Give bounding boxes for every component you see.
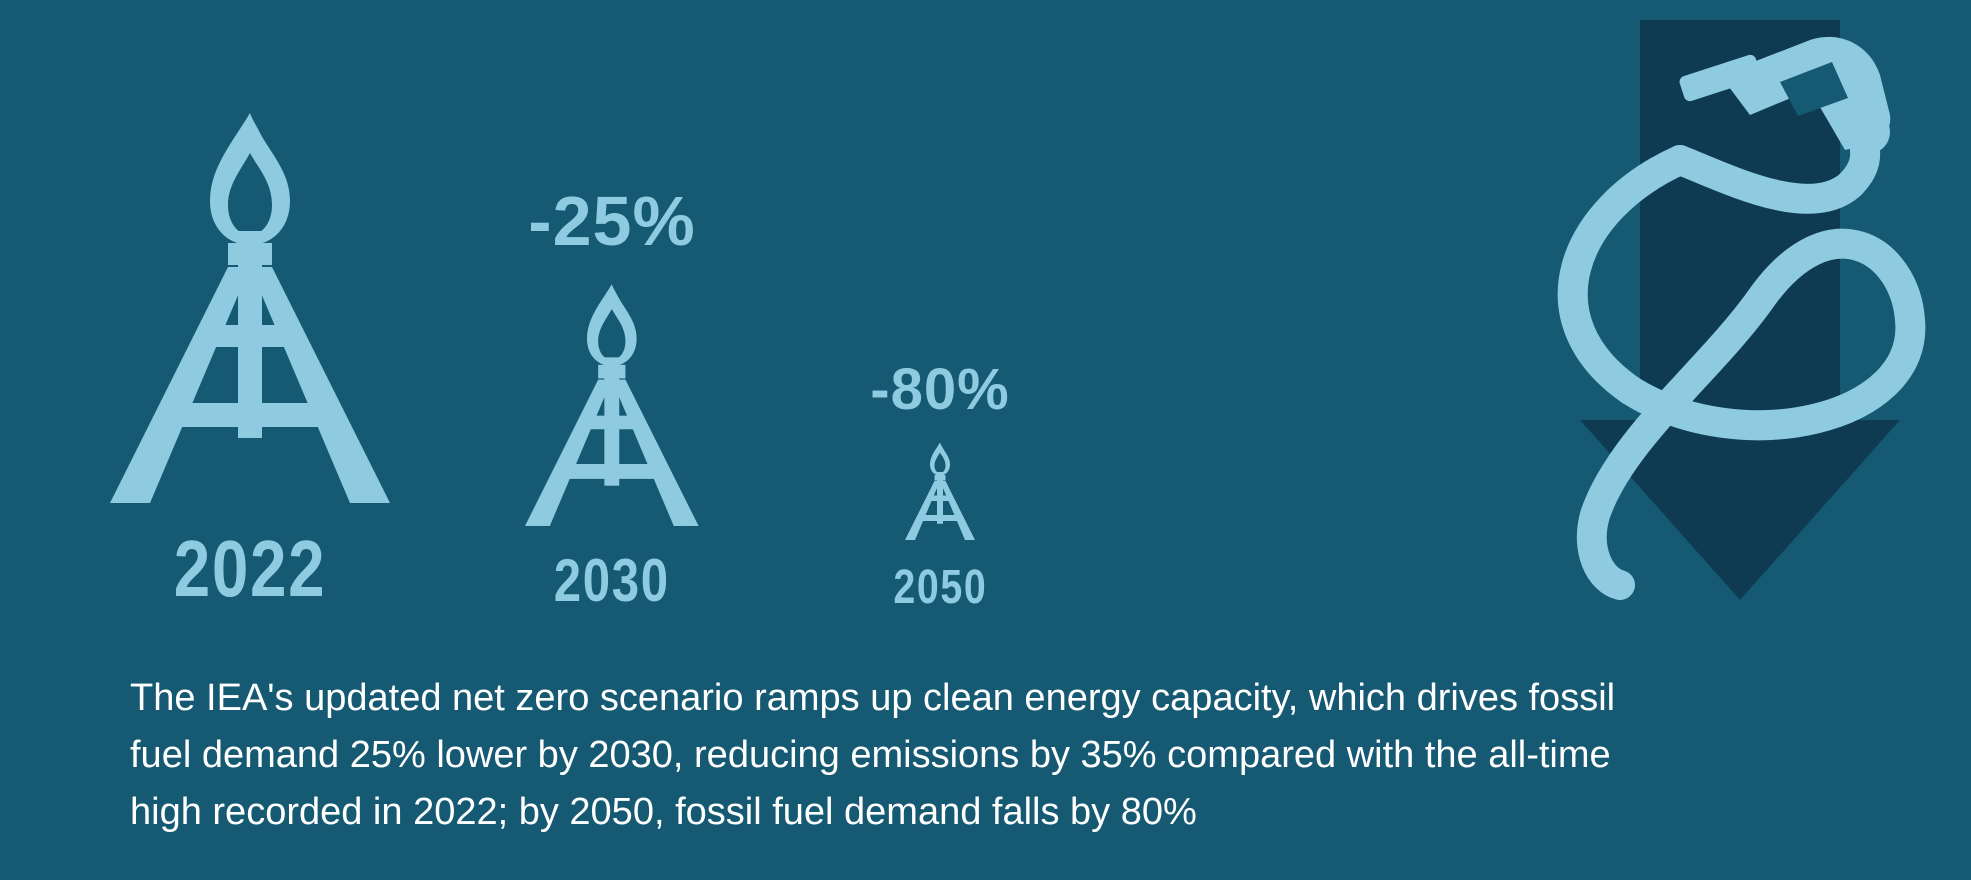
year-label-2050: 2050 bbox=[893, 560, 987, 615]
derrick-icon-2022 bbox=[110, 103, 390, 503]
infographic-root: 2022 -25% 2030 -80% bbox=[0, 0, 1971, 880]
derrick-icon-2050 bbox=[905, 440, 975, 540]
fuel-decline-arrow-panel bbox=[1510, 20, 1940, 610]
year-label-2030: 2030 bbox=[554, 546, 670, 615]
caption-text: The IEA's updated net zero scenario ramp… bbox=[130, 670, 1630, 841]
year-label-2022: 2022 bbox=[174, 523, 326, 615]
panel-2050: -80% 2050 bbox=[830, 356, 1050, 615]
percent-label-2050: -80% bbox=[870, 356, 1009, 420]
percent-label-2030: -25% bbox=[528, 181, 695, 258]
panel-2030: -25% 2030 bbox=[502, 181, 722, 615]
derrick-icon-2030 bbox=[525, 278, 699, 526]
panel-2022: 2022 bbox=[110, 103, 390, 615]
